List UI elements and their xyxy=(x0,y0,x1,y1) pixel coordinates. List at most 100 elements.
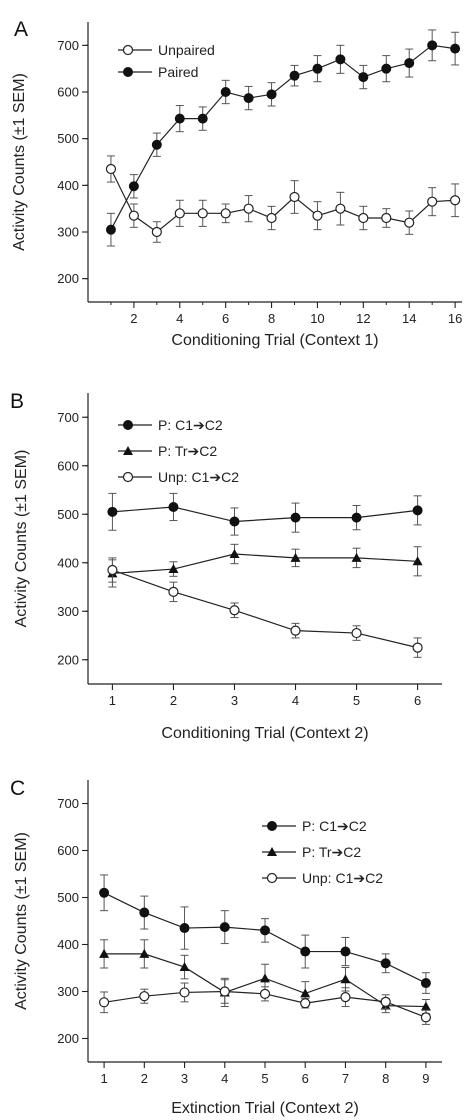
data-point xyxy=(380,996,391,1007)
x-tick-label: 4 xyxy=(221,1071,228,1086)
panel-label: A xyxy=(14,18,28,41)
data-point xyxy=(179,923,190,934)
data-point xyxy=(300,988,311,998)
x-axis-label: Conditioning Trial (Context 2) xyxy=(161,725,368,742)
data-point xyxy=(220,208,231,219)
x-tick-label: 7 xyxy=(342,1071,349,1086)
y-tick-label: 400 xyxy=(57,178,79,193)
data-point xyxy=(197,208,208,219)
data-point xyxy=(335,203,346,214)
x-tick-label: 6 xyxy=(414,693,421,708)
x-tick-label: 6 xyxy=(302,1071,309,1086)
y-axis-label: Activity Counts (±1 SEM) xyxy=(13,450,30,628)
data-point xyxy=(105,163,117,175)
x-axis-label: Extinction Trial (Context 2) xyxy=(171,1100,359,1117)
x-tick-label: 8 xyxy=(268,311,275,326)
data-point xyxy=(243,93,254,104)
data-point xyxy=(179,987,190,998)
legend-label: P: C1➔C2 xyxy=(158,417,223,433)
data-point xyxy=(420,1012,432,1023)
data-point xyxy=(340,974,351,984)
data-point xyxy=(105,224,116,235)
x-tick-label: 5 xyxy=(261,1071,268,1086)
x-tick-label: 4 xyxy=(292,693,299,708)
data-point xyxy=(179,962,190,972)
data-point xyxy=(229,605,240,616)
x-tick-label: 8 xyxy=(382,1071,389,1086)
legend-marker xyxy=(266,872,278,884)
y-tick-label: 300 xyxy=(57,225,79,240)
data-point xyxy=(450,195,461,206)
series-1 xyxy=(99,939,431,1015)
data-point xyxy=(404,58,415,69)
series-line xyxy=(110,44,456,230)
data-point xyxy=(381,212,392,224)
series-0 xyxy=(99,874,431,994)
x-tick-label: 16 xyxy=(448,311,462,326)
y-tick-label: 500 xyxy=(57,890,79,905)
y-tick-label: 300 xyxy=(57,604,79,619)
data-point xyxy=(300,998,311,1009)
data-point xyxy=(168,586,179,597)
data-point xyxy=(427,196,438,207)
legend-marker xyxy=(123,420,133,430)
legend-label: P: Tr➔C2 xyxy=(302,844,361,860)
x-tick-label: 1 xyxy=(109,693,116,708)
legend-label: P: Tr➔C2 xyxy=(158,443,217,459)
panel-label: B xyxy=(10,390,24,413)
legend-label: Paired xyxy=(158,64,198,80)
legend-label: Unpaired xyxy=(158,42,215,58)
x-tick-label: 2 xyxy=(170,693,177,708)
x-tick-label: 14 xyxy=(402,311,416,326)
x-tick-label: 1 xyxy=(100,1071,107,1086)
y-tick-label: 600 xyxy=(57,458,79,473)
data-point xyxy=(290,512,301,523)
y-tick-label: 700 xyxy=(57,38,79,53)
data-point xyxy=(151,226,162,238)
x-tick-label: 10 xyxy=(310,311,324,326)
data-point xyxy=(420,1001,431,1011)
legend-marker xyxy=(123,67,133,77)
data-point xyxy=(312,63,323,74)
data-point xyxy=(99,887,110,898)
data-point xyxy=(219,986,230,997)
data-point xyxy=(412,505,423,516)
series-line xyxy=(112,569,418,649)
series-1 xyxy=(105,29,461,247)
series-0 xyxy=(105,155,461,243)
data-point xyxy=(427,40,438,51)
data-point xyxy=(259,988,271,999)
legend-marker xyxy=(122,471,134,483)
x-tick-label: 5 xyxy=(353,693,360,708)
data-point xyxy=(174,113,185,124)
data-point xyxy=(266,89,277,100)
data-point xyxy=(139,991,150,1002)
y-axis-label: Activity Counts (±1 SEM) xyxy=(13,832,30,1010)
data-point xyxy=(229,516,240,527)
data-point xyxy=(404,217,415,228)
y-tick-label: 200 xyxy=(57,1031,79,1046)
chart-panel-c: C 200 300 400 500 600 700 1 2 3 4 5 6 7 8 9 Extinction T… xyxy=(10,777,442,1117)
legend-label: Unp: C1➔C2 xyxy=(302,870,383,886)
legend: P: C1➔C2 P: Tr➔C2 Unp: C1➔C2 xyxy=(262,818,383,886)
data-point xyxy=(168,501,179,512)
data-point xyxy=(358,212,369,224)
y-tick-label: 300 xyxy=(57,984,79,999)
data-point xyxy=(412,642,423,653)
x-tick-label: 3 xyxy=(181,1071,188,1086)
legend: P: C1➔C2 P: Tr➔C2 Unp: C1➔C2 xyxy=(118,417,239,485)
legend-marker xyxy=(267,821,277,831)
legend-marker xyxy=(122,44,134,56)
data-point xyxy=(99,948,110,958)
data-point xyxy=(351,512,362,523)
data-point xyxy=(380,958,391,969)
data-point xyxy=(358,72,369,83)
data-point xyxy=(381,63,392,74)
panel-label: C xyxy=(10,777,25,800)
data-point xyxy=(243,203,254,214)
data-point xyxy=(290,625,301,636)
x-tick-label: 9 xyxy=(422,1071,429,1086)
data-point xyxy=(260,973,270,983)
data-point xyxy=(351,627,362,639)
